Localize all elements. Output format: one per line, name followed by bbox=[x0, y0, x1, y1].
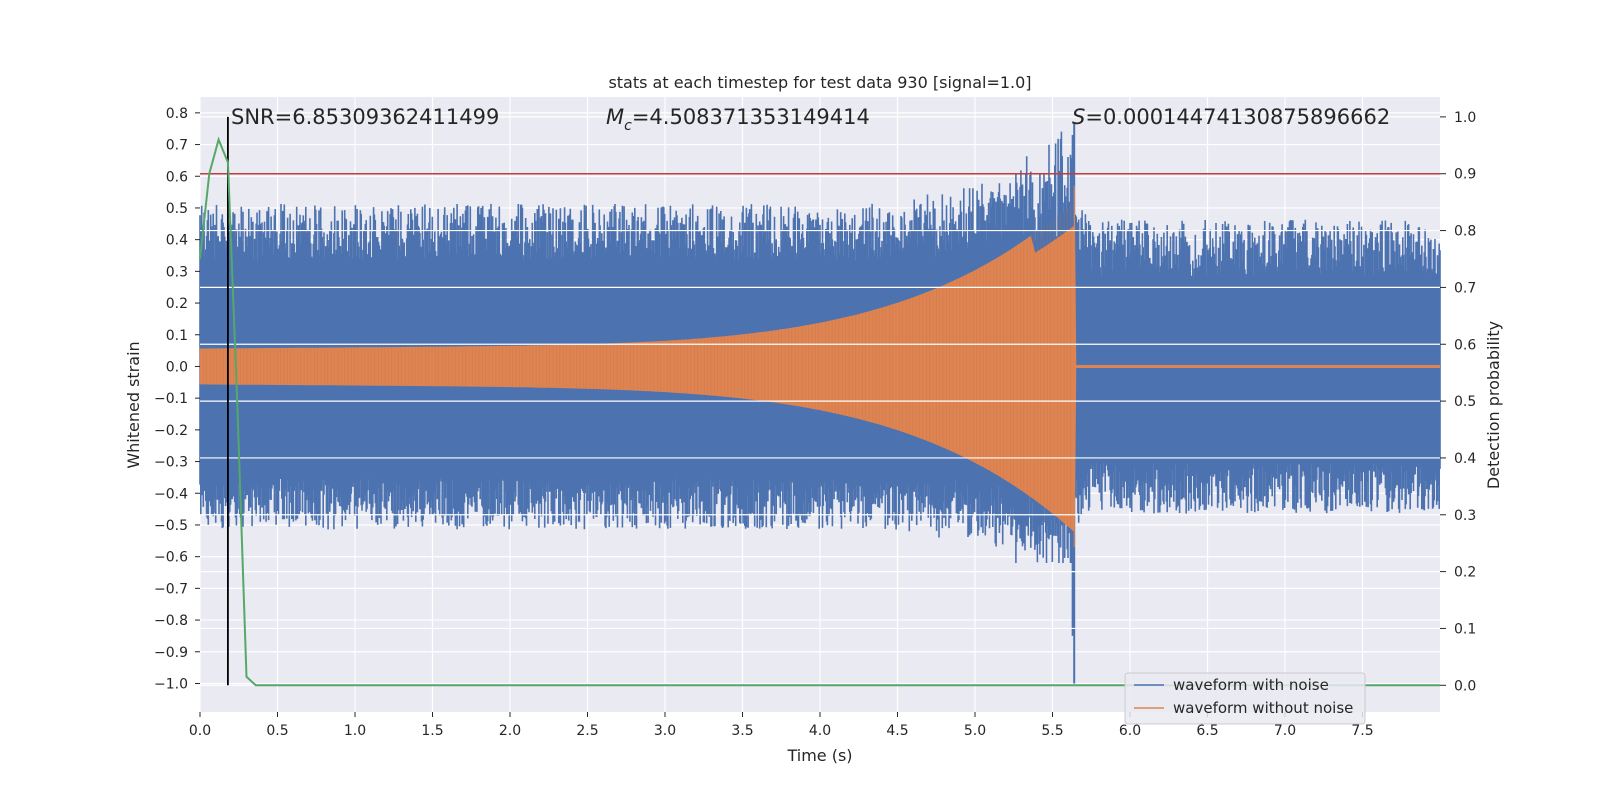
x-axis-title: Time (s) bbox=[786, 746, 852, 765]
clean-chirp-envelope bbox=[199, 185, 1077, 548]
x-tick-label: 6.0 bbox=[1119, 723, 1141, 739]
y-tick-label: −0.7 bbox=[154, 581, 188, 597]
y-tick-label: −0.1 bbox=[154, 391, 188, 407]
x-tick-label: 1.5 bbox=[421, 723, 443, 739]
x-tick-label: 3.5 bbox=[731, 723, 753, 739]
y-tick-label: 0.7 bbox=[166, 138, 188, 154]
x-tick-label: 5.5 bbox=[1041, 723, 1063, 739]
x-tick-label: 3.0 bbox=[654, 723, 676, 739]
chirp-mass-symbol: M bbox=[606, 105, 624, 129]
x-tick-label: 7.5 bbox=[1351, 723, 1373, 739]
x-tick-label: 0.5 bbox=[266, 723, 288, 739]
detection-probability-line bbox=[199, 136, 1440, 687]
chirp-mass-subscript: c bbox=[624, 118, 632, 134]
y2-tick-label: 0.1 bbox=[1454, 621, 1476, 637]
y2-tick-label: 0.3 bbox=[1454, 508, 1476, 524]
y-tick-label: 0.6 bbox=[166, 169, 188, 185]
x-tick-label: 5.0 bbox=[964, 723, 986, 739]
y-tick-label: −0.8 bbox=[154, 613, 188, 629]
y-tick-label: 0.8 bbox=[166, 106, 188, 122]
y-tick-label: −1.0 bbox=[154, 676, 188, 692]
y-axis-title: Whitened strain bbox=[124, 341, 143, 468]
s-symbol: S bbox=[1072, 105, 1085, 129]
y2-tick-label: 0.2 bbox=[1454, 565, 1476, 581]
s-annotation: S=0.00014474130875896662 bbox=[1072, 105, 1390, 129]
y-tick-label: 0.0 bbox=[166, 359, 188, 375]
x-tick-label: 2.5 bbox=[576, 723, 598, 739]
y2-tick-label: 0.8 bbox=[1454, 224, 1476, 240]
overlay-lines bbox=[199, 116, 1440, 687]
y-tick-label: −0.9 bbox=[154, 645, 188, 661]
y2-tick-label: 0.6 bbox=[1454, 337, 1476, 353]
y2-tick-label: 0.4 bbox=[1454, 451, 1476, 467]
chart-title: stats at each timestep for test data 930… bbox=[608, 73, 1031, 92]
y-tick-label: 0.2 bbox=[166, 296, 188, 312]
y2-tick-label: 0.7 bbox=[1454, 280, 1476, 296]
y-tick-label: 0.4 bbox=[166, 233, 188, 249]
y-tick-label: −0.6 bbox=[154, 550, 188, 566]
s-value: =0.00014474130875896662 bbox=[1085, 105, 1390, 129]
x-tick-label: 0.0 bbox=[189, 723, 211, 739]
x-tick-label: 1.0 bbox=[344, 723, 366, 739]
x-tick-label: 4.0 bbox=[809, 723, 831, 739]
legend-label-clean: waveform without noise bbox=[1173, 699, 1353, 717]
snr-annotation: SNR=6.85309362411499 bbox=[231, 105, 499, 129]
y2-gridlines bbox=[200, 116, 1440, 686]
x-axis-ticks: 0.0 0.5 1.0 1.5 2.0 2.5 3.0 3.5 4.0 4.5 5.0 5.5 6.0 6… bbox=[189, 712, 1374, 739]
chirp-mass-value: =4.508371353149414 bbox=[632, 105, 870, 129]
legend: waveform with noise waveform without noi… bbox=[1124, 672, 1366, 725]
y-tick-label: −0.4 bbox=[154, 486, 188, 502]
y2-tick-label: 1.0 bbox=[1454, 110, 1476, 126]
y2-tick-label: 0.9 bbox=[1454, 167, 1476, 183]
x-tick-label: 2.0 bbox=[499, 723, 521, 739]
x-tick-label: 7.0 bbox=[1274, 723, 1296, 739]
y2-axis-title: Detection probability bbox=[1484, 321, 1503, 489]
y-tick-label: −0.5 bbox=[154, 518, 188, 534]
y2-tick-label: 0.5 bbox=[1454, 394, 1476, 410]
y-axis-ticks: 0.8 0.7 0.6 0.5 0.4 0.3 0.2 0.1 0.0 −0.1 −0.2 −0.3 −… bbox=[154, 106, 200, 692]
y-tick-label: 0.5 bbox=[166, 201, 188, 217]
legend-box bbox=[1124, 672, 1366, 725]
y-tick-label: −0.3 bbox=[154, 455, 188, 471]
y2-axis-ticks: 1.0 0.9 0.8 0.7 0.6 0.5 0.4 0.3 0.2 0.1 0.0 bbox=[1440, 110, 1476, 694]
y-tick-label: 0.1 bbox=[166, 328, 188, 344]
y-tick-label: −0.2 bbox=[154, 423, 188, 439]
legend-label-noise: waveform with noise bbox=[1173, 676, 1329, 694]
x-tick-label: 6.5 bbox=[1196, 723, 1218, 739]
y-tick-label: 0.3 bbox=[166, 264, 188, 280]
chirp-mass-annotation: Mc=4.508371353149414 bbox=[606, 105, 870, 134]
x-tick-label: 4.5 bbox=[886, 723, 908, 739]
y2-tick-label: 0.0 bbox=[1454, 678, 1476, 694]
